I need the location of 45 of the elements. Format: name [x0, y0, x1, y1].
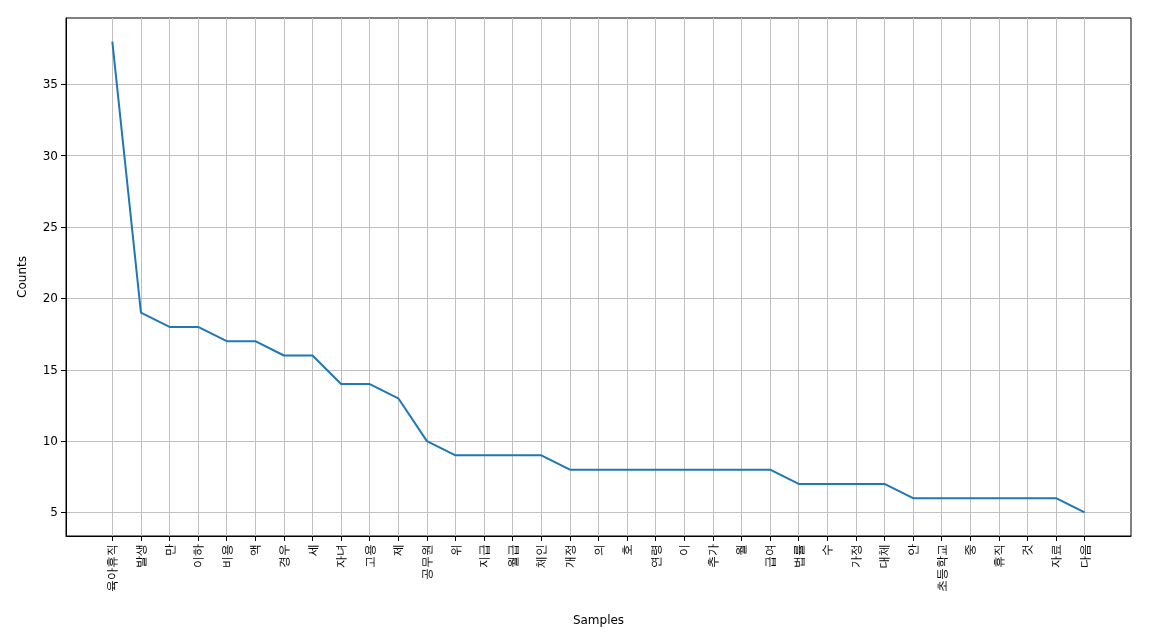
y-tick-label: 5 [50, 505, 58, 520]
x-tick-label: 이하 [191, 544, 206, 568]
x-tick-label: 월 [734, 544, 749, 556]
x-tick-label: 안 [906, 544, 921, 556]
x-tick-label: 추가 [705, 544, 720, 568]
x-tick-label: 이 [677, 544, 692, 556]
x-tick-label: 다음 [1077, 544, 1092, 568]
x-tick-label: 것 [1020, 544, 1035, 556]
y-tick-label: 10 [42, 434, 58, 449]
x-tick-label: 호 [620, 544, 635, 556]
x-tick-label: 월급 [505, 544, 520, 568]
x-tick-label: 급여 [763, 544, 778, 568]
x-tick-label: 경우 [276, 544, 291, 568]
x-tick-label: 만 [162, 544, 177, 556]
x-tick-label: 위 [448, 544, 463, 556]
x-tick-label: 비용 [219, 544, 234, 568]
x-tick-label: 체인 [534, 544, 549, 568]
y-tick-label: 15 [42, 362, 58, 377]
x-tick-label: 대체 [877, 544, 892, 568]
x-tick-label: 수 [820, 544, 835, 556]
y-tick-label: 35 [42, 77, 58, 92]
x-tick-label: 자녀 [334, 544, 349, 568]
y-axis-title: Counts [15, 256, 29, 298]
x-tick-label: 개정 [562, 544, 577, 568]
line-series [111, 40, 1086, 514]
x-tick-label: 연령 [648, 544, 663, 568]
x-tick-label: 액 [248, 544, 263, 556]
x-axis-title: Samples [572, 613, 625, 627]
x-tick-label: 초등학교 [934, 544, 949, 592]
x-tick-label: 공무원 [419, 544, 434, 580]
y-tick-label: 25 [42, 220, 58, 235]
x-tick-label: 의 [591, 544, 606, 556]
x-tick-label: 중 [963, 544, 978, 556]
y-tick-label: 30 [42, 148, 58, 163]
x-tick-label: 자료 [1049, 544, 1064, 568]
x-tick-label: 가정 [848, 544, 863, 568]
x-tick-label: 고용 [362, 544, 377, 568]
x-tick-label: 휴직 [991, 544, 1006, 568]
x-tick-label: 제 [391, 544, 406, 556]
x-tick-label: 발생 [133, 544, 148, 568]
x-tick-label: 세 [305, 544, 320, 556]
x-tick-label: 법률 [791, 544, 806, 568]
x-tick-label: 지급 [477, 544, 492, 568]
y-tick-label: 20 [42, 291, 58, 306]
x-tick-label: 육아휴직 [105, 544, 120, 592]
